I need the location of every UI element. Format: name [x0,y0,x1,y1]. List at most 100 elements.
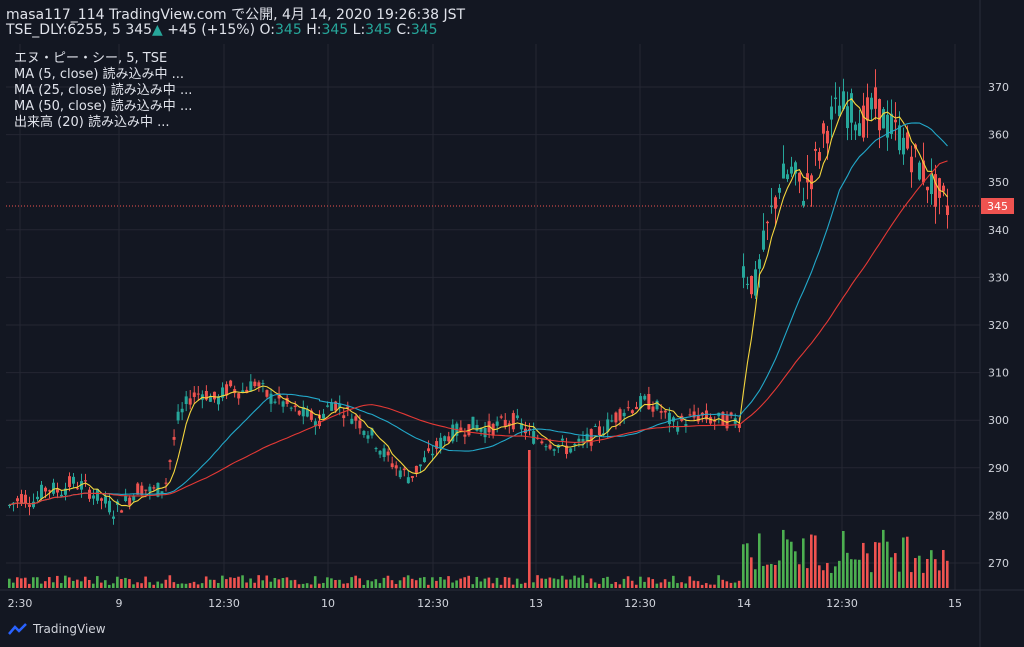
volume-bar [394,583,398,588]
volume-bar [704,583,708,588]
candle-body [565,445,569,454]
volume-bar [725,581,729,588]
volume-bar [507,577,511,588]
volume-bar [878,542,881,588]
candle-body [846,106,849,129]
price-axis[interactable]: 270 280 290 300 310 320 330 340 350 360 370 [979,0,1009,647]
volume-bar [874,542,877,588]
candle-body [32,501,35,508]
candle-body [786,174,789,180]
y-tick-label: 360 [988,129,1009,142]
legend-ma5[interactable]: MA (5, close) 読み込み中 ... [14,67,185,82]
volume-bar [614,581,618,588]
candle-body [390,463,394,468]
volume-bar [942,550,945,588]
volume-bar [713,584,716,588]
volume-bar [269,581,273,588]
candle-body [398,470,402,478]
candle-body [938,178,941,198]
volume-bar [443,579,446,588]
candle-body [467,424,471,436]
volume-bar [830,572,833,588]
time-axis[interactable]: 2:30 9 12:30 10 12:30 13 12:30 14 12:30 15 [0,589,1024,610]
candle-body [160,491,164,494]
candle-body [394,465,398,469]
volume-bar [842,531,845,588]
volume-bar [754,569,757,588]
candle-body [459,427,463,432]
candle-body [435,441,439,449]
volume-bar [676,583,679,588]
candle-body [221,387,225,398]
volume-bar [418,577,422,588]
tradingview-logo[interactable]: TradingView [8,622,106,636]
candle-body [414,465,418,473]
legend-ma25[interactable]: MA (25, close) 読み込み中 ... [14,83,193,98]
volume-bar [96,576,99,588]
candle-body [156,482,160,497]
x-tick-label: 12:30 [826,597,858,610]
candle-body [688,414,692,416]
volume-bar [922,572,925,588]
candle-body [814,148,817,151]
candle-body [874,87,877,109]
volume-bar [597,583,601,588]
last-price-label: 345 [987,200,1008,213]
candle-body [651,406,655,412]
legend-ma50[interactable]: MA (50, close) 読み込み中 ... [14,99,193,114]
volume-bar [100,582,103,588]
volume-bar [128,579,131,588]
candle-body [930,173,933,195]
y-tick-label: 340 [988,224,1009,237]
volume-bar [834,566,837,588]
volume-bar [709,584,712,588]
volume-bar [289,580,293,588]
ma50-line [9,160,948,506]
y-tick-label: 270 [988,557,1009,570]
volume-bar [12,582,15,588]
volume-bar [459,578,462,588]
volume-bar [519,583,523,588]
candle-body [28,504,31,507]
candle-body [88,489,91,499]
volume-bar [700,584,704,588]
volume-bar [241,575,244,588]
candle-body [273,401,277,403]
candle-body [729,412,733,416]
candle-body [906,132,909,149]
candle-body [548,444,552,449]
candle-body [774,197,777,209]
candle-body [910,156,913,173]
candle-body [229,380,233,387]
legend-volume[interactable]: 出来高 (20) 読み込み中 ... [14,115,170,130]
volume-bar [208,579,212,588]
volume-bar [192,581,196,588]
volume-bar [168,575,172,588]
volume-bar [410,578,414,588]
candle-body [168,460,172,463]
candle-body [614,412,618,423]
candle-body [692,411,696,418]
candle-body [418,464,422,467]
legend-symbol[interactable]: エヌ・ピー・シー, 5, TSE [14,51,168,66]
candle-body [212,391,216,400]
candle-body [144,489,148,491]
candle-body [447,436,451,442]
candle-body [362,431,366,435]
candle-body [342,415,346,419]
volume-bar [318,583,321,588]
volume-bar [152,584,155,588]
volume-bar [523,582,527,588]
volume-bar [503,577,507,588]
volume-bar [659,582,663,588]
candle-body [370,428,374,436]
volume-bar [253,582,256,588]
volume-bar [112,583,115,588]
volume-bar [156,581,160,588]
volume-bar [902,537,905,588]
volume-bar [639,576,642,588]
candle-body [188,398,192,405]
candle-body [108,500,111,513]
candle-body [878,99,881,131]
